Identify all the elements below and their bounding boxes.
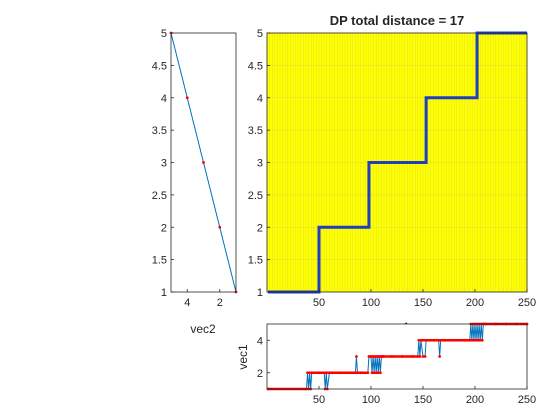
bottom-data-point	[308, 371, 312, 375]
left-data-point	[202, 161, 205, 164]
main-x-tick-label: 200	[466, 297, 484, 309]
left-data-point	[218, 225, 222, 229]
bottom-data-point	[374, 371, 378, 375]
bottom-data-point	[480, 338, 484, 342]
main-x-tick-label: 50	[313, 297, 325, 309]
main-x-tick-label: 100	[362, 297, 380, 309]
bottom-x-tick-label: 100	[362, 394, 380, 406]
main-y-tick-label: 4.5	[248, 60, 263, 72]
left-plot-y-axis: 1 1.5 2 2.5 3 3.5 4 4.5 5	[152, 28, 174, 299]
bottom-x-tick-label: 250	[518, 394, 536, 406]
left-y-tick-label: 3	[161, 158, 167, 170]
main-y-tick-label: 1	[257, 287, 263, 299]
bottom-data-point	[417, 338, 421, 342]
left-plot-x-label: vec2	[190, 322, 216, 336]
left-y-tick-label: 1	[161, 287, 167, 299]
bottom-x-tick-label: 50	[313, 394, 325, 406]
bottom-data-point	[421, 355, 425, 358]
left-x-tick-label: 2	[217, 297, 223, 309]
main-y-tick-label: 2	[257, 222, 263, 234]
left-y-tick-label: 2	[161, 222, 167, 234]
bottom-plot-y-axis: 24	[257, 335, 270, 380]
bottom-y-tick-label: 2	[257, 368, 263, 380]
main-y-tick-label: 1.5	[248, 255, 263, 267]
main-plot: 50 100 150 200 250 1 1.5 2 2.5 3 3.5 4 4.5 5 DP tota…	[225, 13, 536, 334]
bottom-plot: 50 100 150 200 250 24 vec1	[236, 322, 536, 406]
bottom-data-point	[438, 355, 442, 358]
bottom-data-point	[418, 355, 422, 358]
bottom-x-tick-label: 200	[466, 394, 484, 406]
left-y-tick-label: 4	[161, 93, 167, 105]
bottom-data-point	[355, 355, 358, 358]
main-x-tick-label: 150	[414, 297, 432, 309]
left-y-tick-label: 1.5	[152, 255, 167, 267]
bottom-plot-x-axis: 50 100 150 200 250	[313, 386, 536, 406]
bottom-y-tick-label: 4	[257, 335, 263, 347]
left-y-tick-label: 3.5	[152, 125, 167, 137]
bottom-data-point	[423, 355, 427, 358]
left-y-tick-label: 5	[161, 28, 167, 40]
main-plot-title: DP total distance = 17	[330, 13, 465, 28]
main-y-tick-label: 3	[257, 158, 263, 170]
bottom-x-tick-label: 150	[414, 394, 432, 406]
left-y-tick-label: 4.5	[152, 60, 167, 72]
main-x-tick-label: 250	[518, 297, 536, 309]
bottom-data-point	[378, 371, 382, 375]
main-y-tick-label: 2.5	[248, 190, 263, 202]
bottom-plot-frame	[266, 323, 528, 390]
main-plot-warping-path	[268, 31, 527, 294]
main-plot-y-axis: 1 1.5 2 2.5 3 3.5 4 4.5 5	[248, 28, 270, 299]
bottom-data-point	[306, 371, 309, 375]
main-y-tick-label: 3.5	[248, 125, 263, 137]
main-plot-x-axis: 50 100 150 200 250	[313, 289, 536, 309]
left-x-tick-label: 4	[184, 297, 190, 309]
bottom-plot-y-label: vec1	[236, 344, 250, 370]
left-data-point	[185, 96, 189, 100]
bottom-data-point	[370, 371, 374, 375]
main-y-tick-label: 5	[257, 28, 263, 40]
bottom-data-point	[372, 371, 376, 375]
left-y-tick-label: 2.5	[152, 190, 167, 202]
main-y-tick-label: 4	[257, 93, 263, 105]
bottom-data-point	[376, 371, 380, 375]
